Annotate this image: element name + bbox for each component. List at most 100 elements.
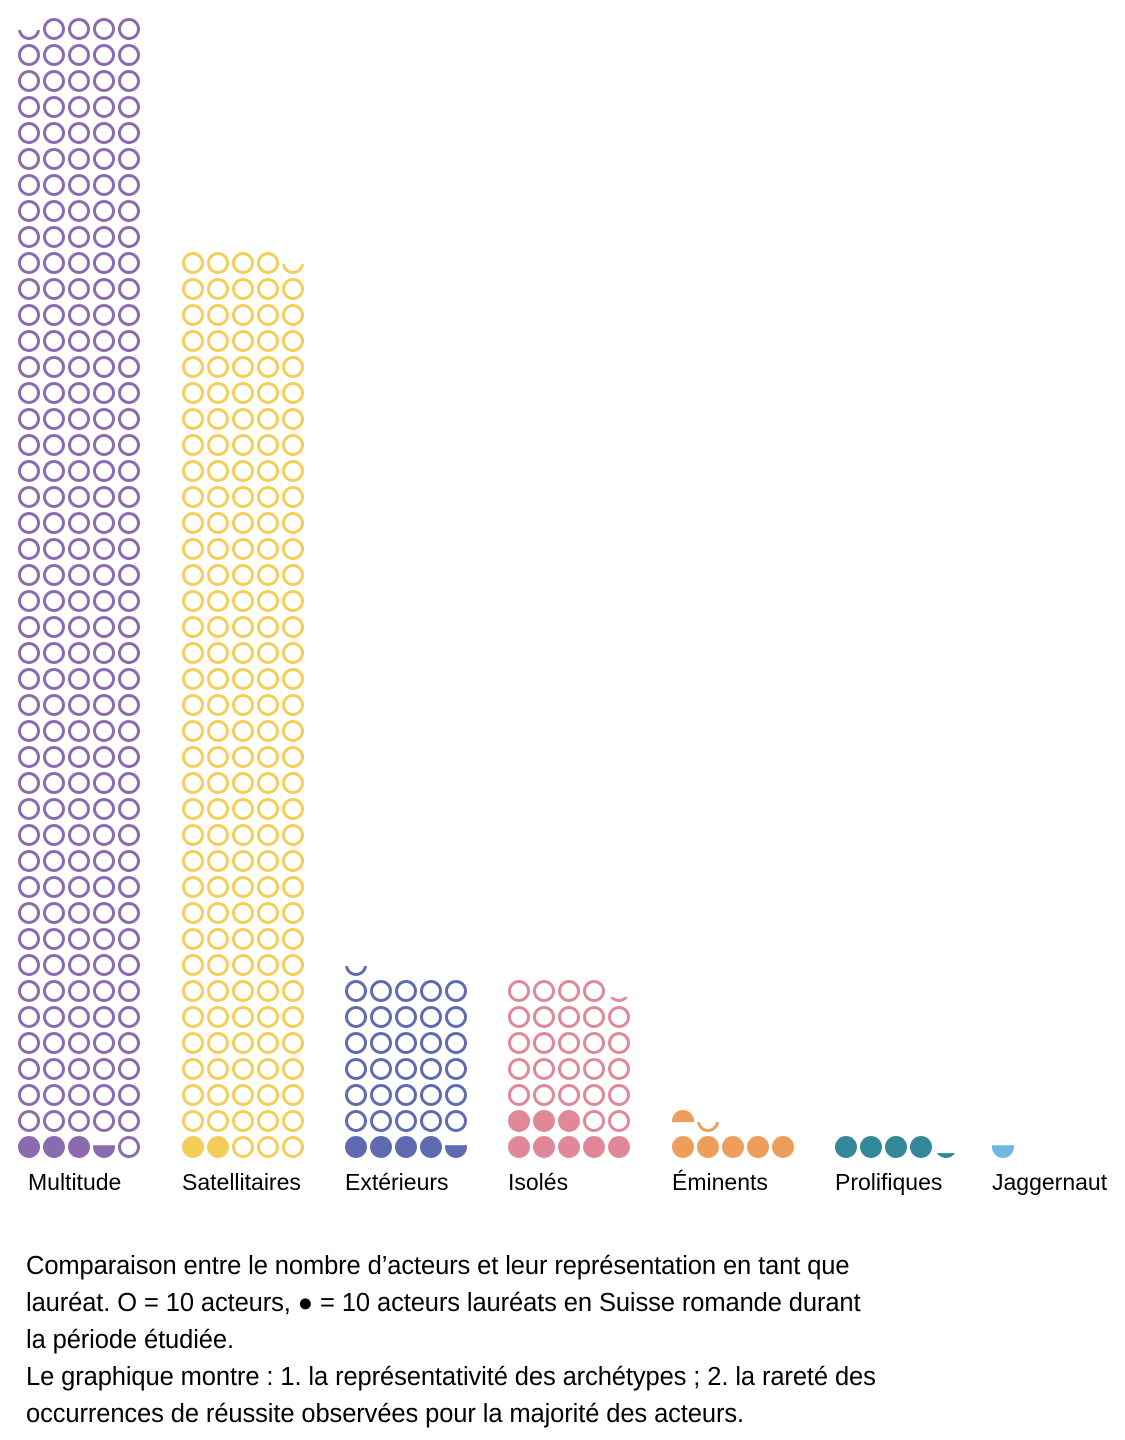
dot-open	[18, 148, 40, 170]
dot-open	[420, 1110, 442, 1132]
dot-open	[43, 486, 65, 508]
dot-blank	[370, 954, 392, 976]
dot-open	[43, 980, 65, 1002]
dot-open	[445, 980, 467, 1002]
dot-open	[395, 1058, 417, 1080]
pictogram-column-isol-s	[508, 978, 648, 1160]
dot-open	[68, 1032, 90, 1054]
category-axis-labels: Multitude Satellitaires Extérieurs Isolés Ém…	[0, 1168, 1125, 1200]
dot-open	[182, 1006, 204, 1028]
dot-open	[118, 18, 140, 40]
dot-open	[182, 382, 204, 404]
dot-open	[43, 174, 65, 196]
pictogram-column--minents	[672, 1108, 812, 1160]
axis-label-multitude: Multitude	[28, 1169, 122, 1195]
dot-open	[232, 1058, 254, 1080]
dot-open	[182, 642, 204, 664]
dot-open	[257, 1006, 279, 1028]
dot-open	[18, 278, 40, 300]
dot-open	[93, 70, 115, 92]
dot-open	[43, 1006, 65, 1028]
dot-open	[420, 1084, 442, 1106]
dot-open	[395, 980, 417, 1002]
dot-open	[558, 1058, 580, 1080]
dot-open	[43, 44, 65, 66]
dot-open	[533, 980, 555, 1002]
dot-open	[232, 668, 254, 690]
dot-open	[43, 1084, 65, 1106]
dot-open	[68, 434, 90, 456]
dot-open	[93, 18, 115, 40]
dot-open	[68, 1058, 90, 1080]
dot-open	[93, 694, 115, 716]
dot-open	[182, 798, 204, 820]
dot-open	[182, 772, 204, 794]
dot-open	[43, 746, 65, 768]
dot-filled	[18, 1136, 40, 1158]
dot-grid	[508, 978, 643, 1160]
dot-open	[118, 590, 140, 612]
dot-open	[282, 954, 304, 976]
dot-open	[118, 798, 140, 820]
dot-open	[118, 252, 140, 274]
dot-open	[18, 928, 40, 950]
dot-open	[257, 746, 279, 768]
dot-open	[257, 720, 279, 742]
dot-open	[232, 356, 254, 378]
pictogram-column-prolifiques	[835, 1134, 975, 1160]
dot-filled	[558, 1110, 580, 1132]
dot-open	[118, 200, 140, 222]
dot-open	[345, 1058, 367, 1080]
dot-open	[93, 1032, 115, 1054]
dot-open	[257, 616, 279, 638]
dot-filled	[583, 1136, 605, 1158]
dot-open	[68, 1006, 90, 1028]
dot-open	[93, 1058, 115, 1080]
dot-open	[282, 850, 304, 872]
dot-open	[93, 1084, 115, 1106]
dot-open	[370, 1084, 392, 1106]
dot-open	[43, 122, 65, 144]
dot-open	[282, 564, 304, 586]
dot-open	[93, 122, 115, 144]
dot-open	[232, 720, 254, 742]
dot-open	[118, 434, 140, 456]
dot-blank	[1042, 1136, 1064, 1158]
dot-part-filled-half	[992, 1145, 1014, 1158]
dot-open	[43, 512, 65, 534]
dot-open	[508, 1006, 530, 1028]
dot-open	[445, 1110, 467, 1132]
dot-open	[18, 1032, 40, 1054]
dot-open	[207, 564, 229, 586]
dot-open	[207, 1058, 229, 1080]
dot-open	[182, 590, 204, 612]
dot-open	[282, 304, 304, 326]
dot-open	[282, 486, 304, 508]
dot-open	[118, 460, 140, 482]
dot-open	[18, 538, 40, 560]
dot-open	[118, 356, 140, 378]
dot-open	[182, 746, 204, 768]
dot-open	[118, 1032, 140, 1054]
dot-filled	[885, 1136, 907, 1158]
dot-open	[257, 434, 279, 456]
dot-open	[18, 980, 40, 1002]
caption-line-3: la période étudiée.	[26, 1326, 234, 1354]
dot-open	[18, 1058, 40, 1080]
dot-open	[68, 668, 90, 690]
dot-open	[207, 616, 229, 638]
dot-filled	[508, 1136, 530, 1158]
dot-open	[232, 564, 254, 586]
dot-open	[257, 928, 279, 950]
dot-open	[93, 876, 115, 898]
dot-open	[207, 876, 229, 898]
dot-open	[118, 96, 140, 118]
dot-part-filled-top	[672, 1110, 694, 1123]
caption-line-4: Le graphique montre : 1. la représentati…	[26, 1363, 876, 1391]
dot-open	[257, 512, 279, 534]
dot-open	[370, 980, 392, 1002]
dot-open	[93, 382, 115, 404]
dot-open	[207, 694, 229, 716]
dot-open	[257, 980, 279, 1002]
dot-open	[68, 980, 90, 1002]
